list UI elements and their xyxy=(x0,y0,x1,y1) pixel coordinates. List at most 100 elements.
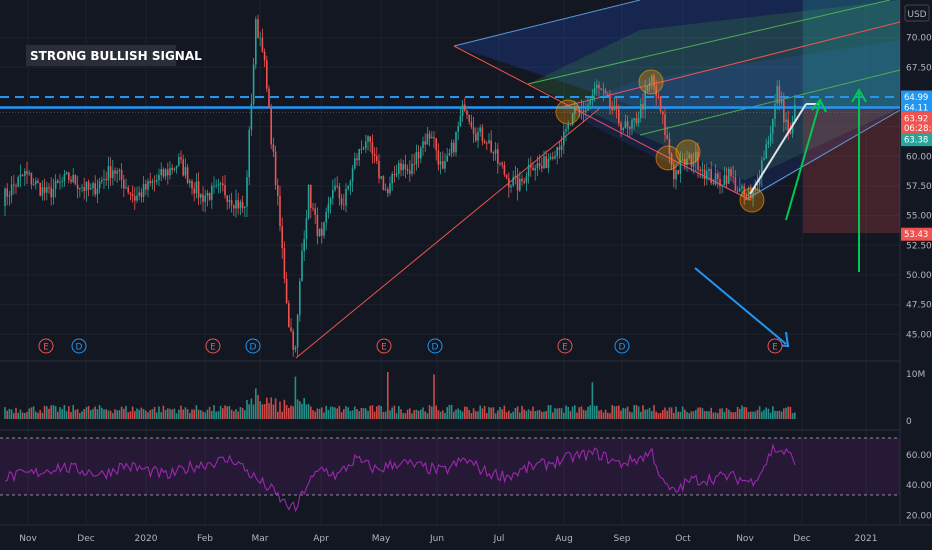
volume-bar xyxy=(761,411,763,419)
candle-body xyxy=(516,175,519,191)
candle-body xyxy=(57,180,59,183)
volume-bar xyxy=(604,409,607,419)
volume-bar xyxy=(565,405,567,419)
volume-bar xyxy=(615,405,618,419)
volume-bar xyxy=(466,406,468,419)
candle-body xyxy=(226,195,228,202)
volume-bar xyxy=(736,406,739,419)
candle-body xyxy=(692,162,695,167)
candle-body xyxy=(241,201,244,208)
currency-badge[interactable] xyxy=(904,4,930,22)
candle-body xyxy=(640,103,642,118)
volume-bar xyxy=(338,405,341,419)
candle-body xyxy=(169,167,171,176)
volume-bar xyxy=(158,406,160,419)
candle-body xyxy=(164,169,167,177)
volume-bar xyxy=(765,407,767,419)
candle-body xyxy=(721,185,723,187)
candle-body xyxy=(728,168,730,184)
candle-body xyxy=(391,174,393,184)
volume-bar xyxy=(609,413,611,419)
candle-body xyxy=(211,186,213,200)
volume-bar xyxy=(354,406,356,419)
candle-body xyxy=(6,188,8,197)
candle-body xyxy=(162,169,165,177)
volume-bar xyxy=(659,412,662,419)
candle-body xyxy=(765,144,767,159)
candle-body xyxy=(690,154,693,167)
volume-bar xyxy=(743,407,745,419)
volume-bar xyxy=(120,406,123,419)
candle-body xyxy=(530,165,532,168)
event-marker-label: E xyxy=(43,343,49,353)
volume-bar xyxy=(343,409,345,419)
candle-body xyxy=(299,281,301,316)
dividend-marker xyxy=(71,338,87,354)
volume-bar xyxy=(26,411,28,419)
volume-bar xyxy=(470,413,473,419)
volume-bar xyxy=(710,407,712,419)
time-tick-label: Sep xyxy=(614,534,631,544)
volume-bar xyxy=(723,411,726,419)
volume-bar xyxy=(299,401,301,419)
candle-body xyxy=(772,118,774,134)
candle-body xyxy=(426,133,429,145)
volume-bar xyxy=(371,405,374,419)
candle-body xyxy=(622,128,624,131)
volume-bar xyxy=(442,410,444,419)
candle-body xyxy=(490,140,492,153)
volume-bar xyxy=(578,407,580,419)
candle-body xyxy=(706,170,708,179)
candle-body xyxy=(582,109,585,113)
volume-bar xyxy=(116,410,118,419)
volume-bar xyxy=(662,410,664,419)
volume-bar xyxy=(415,409,418,419)
volume-bar xyxy=(61,409,63,419)
volume-bar xyxy=(294,376,297,419)
volume-bar xyxy=(585,410,587,419)
volume-bar xyxy=(270,397,272,419)
candle-body xyxy=(332,190,334,199)
earnings-marker xyxy=(205,338,221,354)
volume-bar xyxy=(189,412,191,419)
volume-bar xyxy=(580,406,583,419)
candle-body xyxy=(208,192,211,200)
volume-bar xyxy=(312,410,314,419)
volume-bar xyxy=(417,410,420,419)
volume-bar xyxy=(70,412,72,419)
volume-bar xyxy=(175,413,178,419)
candle-body xyxy=(301,251,303,282)
volume-bar xyxy=(717,413,719,419)
candle-body xyxy=(736,190,739,192)
candle-body xyxy=(118,169,121,172)
volume-bar xyxy=(32,406,35,419)
volume-bar xyxy=(754,411,756,419)
candle-body xyxy=(356,158,358,161)
volume-bar xyxy=(356,409,358,419)
volume-bar xyxy=(719,408,721,419)
candle-body xyxy=(142,183,145,197)
event-marker-label: D xyxy=(619,343,626,353)
candle-body xyxy=(442,161,444,169)
candle-body xyxy=(681,159,684,161)
price-tick-label: 55.00 xyxy=(906,212,932,222)
volume-bar xyxy=(24,412,26,419)
candle-body xyxy=(637,117,640,124)
candle-body xyxy=(783,100,785,123)
time-tick-label: Nov xyxy=(736,534,754,544)
volume-bar xyxy=(490,407,492,419)
candle-body xyxy=(657,96,660,98)
target-zone xyxy=(803,0,900,108)
volume-bar xyxy=(521,405,523,419)
candle-body xyxy=(257,19,259,39)
candle-body xyxy=(50,187,52,198)
volume-bar xyxy=(582,409,585,419)
candle-body xyxy=(52,189,55,198)
candle-body xyxy=(787,119,789,133)
candle-body xyxy=(571,113,574,126)
volume-bar xyxy=(448,404,451,419)
candle-body xyxy=(76,184,79,190)
volume-bar xyxy=(160,412,162,419)
